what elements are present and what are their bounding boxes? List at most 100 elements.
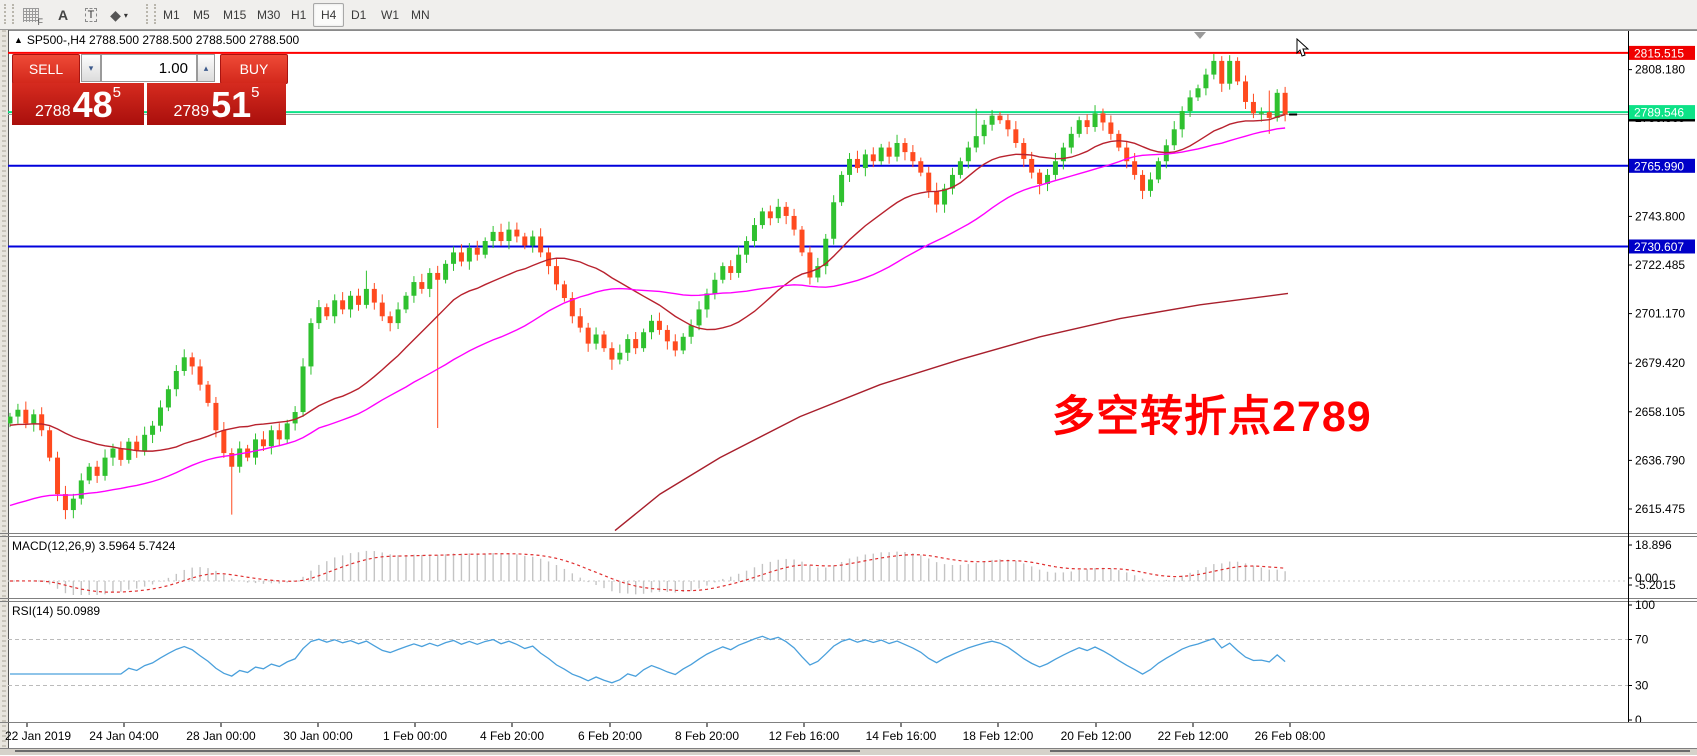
toolbar-drag-handle[interactable] [4,4,14,24]
buy-button[interactable]: BUY [220,54,288,84]
candle-up [332,300,338,317]
timeframe-button-m5[interactable]: M5 [193,8,210,22]
panel-separator[interactable] [0,601,1697,602]
candle-up [973,136,979,148]
price-line-badge-bg [1629,45,1695,60]
candle-up [150,425,156,435]
macd-signal-line [9,553,1286,593]
candle-down [807,252,813,278]
time-tick-label: 4 Feb 20:00 [480,729,544,743]
main-chart-canvas[interactable] [8,31,1628,532]
time-axis[interactable]: 22 Jan 2019 24 Jan 04:00 28 Jan 00:00 30 Ja… [0,723,1697,748]
candle-up [1068,133,1074,148]
timeframe-button-m1[interactable]: M1 [163,8,180,22]
candle-down [656,320,662,330]
timeframe-button-m15[interactable]: M15 [223,8,247,22]
candle-down [260,439,266,447]
candle-down [213,402,219,431]
price-tick-label: 2808.180 [1635,63,1685,77]
price-line-badge-bg [1629,239,1695,254]
candle-down [197,366,203,385]
sell-price-display[interactable]: 2788 48 5 [12,83,144,125]
candle-up [736,254,742,273]
chevron-down-icon: ▾ [123,10,128,20]
candle-down [205,384,211,403]
macd-panel[interactable] [8,537,1628,597]
candle-up [102,457,108,476]
timeframe-button-d1[interactable]: D1 [351,8,367,22]
collapse-triangle-icon[interactable]: ▲ [14,35,23,45]
price-tick-label: 2701.170 [1635,307,1685,321]
time-axis-border [0,722,1697,723]
candle-down [39,414,45,431]
candle-down [926,172,932,191]
candle-up [403,295,409,310]
candle-up [815,266,821,278]
price-scale[interactable]: 2808.1802786.8652743.8002722.4852701.170… [1628,31,1697,722]
grid-glyph: F [23,8,43,27]
candle-up [506,229,512,242]
candle-up [680,336,686,351]
text-box-icon[interactable]: T [78,3,104,27]
panel-separator[interactable] [0,536,1697,537]
time-tick-label: 14 Feb 16:00 [866,729,937,743]
candle-up [530,236,536,246]
candle-up [1045,174,1051,185]
docked-window-edge [1050,750,1690,752]
time-tick-label: 20 Feb 12:00 [1061,729,1132,743]
candle-down [379,302,385,317]
candle-up [823,238,829,267]
rsi-panel[interactable] [8,602,1628,722]
candle-up [8,416,13,424]
candle-down [569,298,575,317]
candle-down [767,211,773,219]
ma-long-line [614,292,1289,532]
sell-button[interactable]: SELL [12,54,80,84]
candle-down [340,300,346,310]
candle-down [371,288,377,303]
price-tick-label: 2679.420 [1635,356,1685,370]
candle-up [775,206,781,219]
candle-down [1100,113,1106,123]
timeframe-button-w1[interactable]: W1 [381,8,399,22]
drawing-tools-icon[interactable]: ◆ ▾ [110,6,128,23]
candle-up [1147,179,1153,191]
time-tick-label: 30 Jan 00:00 [283,729,353,743]
symbol-header: ▲ SP500-,H4 2788.500 2788.500 2788.500 27… [14,33,300,47]
candle-up [165,389,171,408]
candle-down [1029,158,1035,173]
candle-up [965,147,971,162]
candle-down [1219,60,1225,84]
candle-down [1108,122,1114,134]
candle-down [633,339,639,349]
candle-down [498,231,504,242]
buy-price-display[interactable]: 2789 51 5 [147,83,286,125]
price-tick-label: 2743.800 [1635,209,1685,223]
candle-up [712,279,718,294]
candle-down [1282,92,1288,115]
time-tick-label: 6 Feb 20:00 [578,729,642,743]
timeframe-button-h1[interactable]: H1 [291,8,307,22]
time-tick-label: 1 Feb 00:00 [383,729,447,743]
panel-separator[interactable] [0,598,1697,599]
panel-separator[interactable] [0,533,1697,534]
crosshair-grid-icon[interactable]: F [18,3,44,27]
timeframe-button-mn[interactable]: MN [411,8,430,22]
candle-up [649,320,655,333]
candle-down [458,252,464,262]
candle-up [839,174,845,203]
toolbar-drag-handle-2[interactable] [146,4,156,24]
volume-input[interactable]: 1.00 [101,54,197,82]
candle-up [751,225,757,242]
timeframe-button-m30[interactable]: M30 [257,8,281,22]
candle-down [23,409,29,424]
volume-decrease-button[interactable]: ▾ [81,54,101,82]
volume-increase-button[interactable]: ▴ [197,54,215,82]
candle-up [451,252,457,264]
rsi-scale-label: 70 [1635,633,1649,647]
price-line-badge: 2815.515 [1634,46,1684,60]
rsi-scale-label: 100 [1635,598,1655,612]
candle-down [997,115,1003,121]
timeframe-button-h4[interactable]: H4 [313,3,345,27]
text-label-icon[interactable]: A [57,7,69,23]
